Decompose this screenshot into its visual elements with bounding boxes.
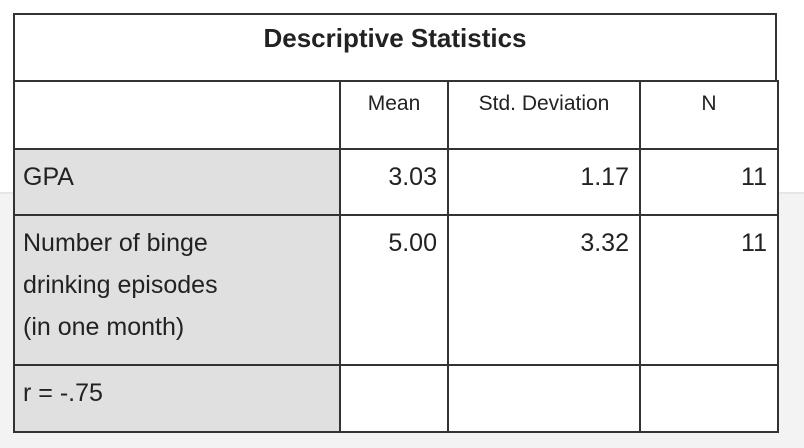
label-line: Number of binge — [23, 229, 208, 257]
label-line: r = -.75 — [23, 379, 103, 407]
value-cell: 11 — [639, 214, 779, 366]
value-cell: 1.17 — [447, 148, 641, 216]
table-title: Descriptive Statistics — [13, 13, 777, 82]
value-cell: 5.00 — [339, 214, 449, 366]
header-corner — [13, 80, 341, 150]
row-label: GPA — [13, 148, 341, 216]
value-cell: 11 — [639, 148, 779, 216]
label-line: (in one month) — [23, 313, 185, 341]
value-cell — [447, 364, 641, 433]
row-label: Number of binge drinking episodes (in one … — [13, 214, 341, 366]
label-line: GPA — [23, 163, 74, 191]
value-cell — [339, 364, 449, 433]
column-header: Mean — [339, 80, 449, 150]
value-cell: 3.32 — [447, 214, 641, 366]
column-header: Std. Deviation — [447, 80, 641, 150]
column-header: N — [639, 80, 779, 150]
row-label: r = -.75 — [13, 364, 341, 433]
value-cell: 3.03 — [339, 148, 449, 216]
value-cell — [639, 364, 779, 433]
label-line: drinking episodes — [23, 271, 218, 299]
